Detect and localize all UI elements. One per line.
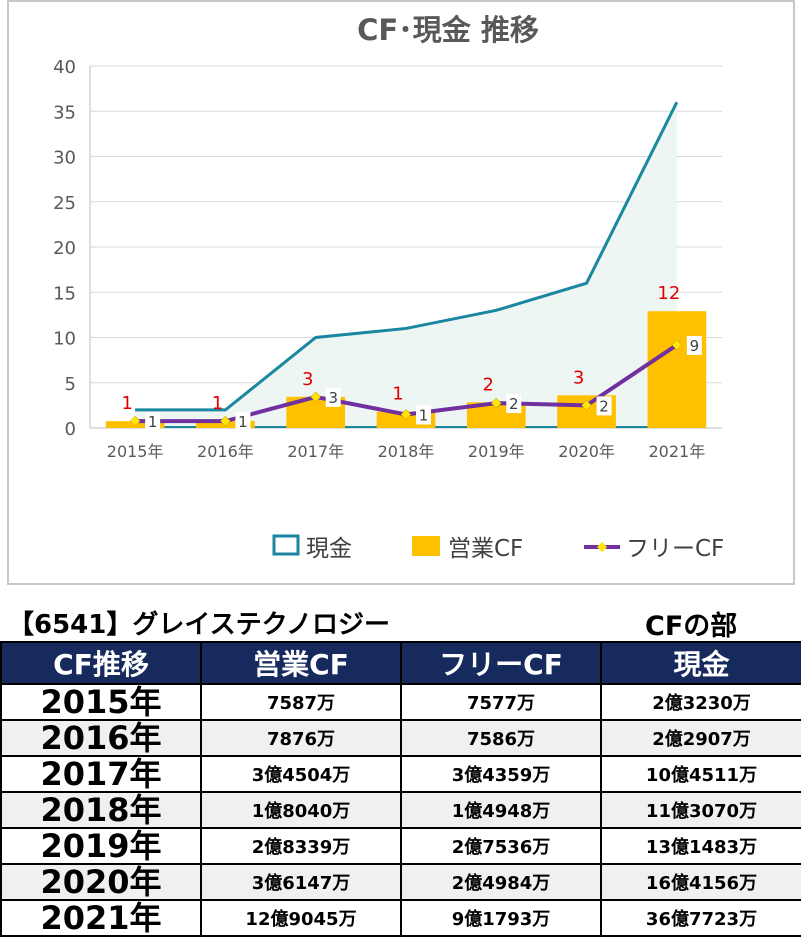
cash-cell: 36億7723万 [600,899,801,937]
table-row: 2016年 7876万 7586万 2億2907万 [0,719,801,757]
cf-table: CF推移 営業CF フリーCF 現金 2015年 7587万 7577万 2億3… [0,641,801,937]
operating-cf-cell: 3億4504万 [200,755,402,793]
cash-cell: 13億1483万 [600,827,801,865]
year-cell: 2021年 [0,899,202,937]
operating-cf-bar [647,311,707,428]
operating-cf-cell: 7587万 [200,683,402,721]
free-cf-label-bg [596,396,612,416]
free-cf-label: 2 [599,397,609,415]
operating-cf-label: 12 [657,283,680,304]
table-row: 2017年 3億4504万 3億4359万 10億4511万 [0,755,801,793]
y-tick-label: 40 [53,57,76,78]
free-cf-cell: 7586万 [400,719,602,757]
header-operating-cf: 営業CF [200,641,402,685]
cash-cell: 2億3230万 [600,683,801,721]
table-row: 2020年 3億6147万 2億4984万 16億4156万 [0,863,801,901]
operating-cf-label: 1 [212,393,223,414]
year-cell: 2020年 [0,863,202,901]
cash-cell: 10億4511万 [600,755,801,793]
free-cf-label-bg [686,335,702,355]
free-cf-marker [129,415,141,427]
free-cf-label-bg [235,412,251,432]
operating-cf-label: 3 [302,369,313,390]
operating-cf-cell: 12億9045万 [200,899,402,937]
operating-cf-cell: 3億6147万 [200,863,402,901]
chart-title: CF･現金 推移 [357,13,539,47]
free-cf-cell: 9億1793万 [400,899,602,937]
y-tick-label: 15 [53,283,76,304]
free-cf-cell: 3億4359万 [400,755,602,793]
y-tick-label: 0 [65,419,76,440]
year-cell: 2016年 [0,719,202,757]
operating-cf-cell: 7876万 [200,719,402,757]
table-row: 2021年 12億9045万 9億1793万 36億7723万 [0,899,801,937]
free-cf-marker [581,400,592,411]
table-subtitle: CFの部 [645,611,738,642]
free-cf-label-bg [145,412,161,432]
free-cf-marker [490,397,502,409]
x-tick-label: 2016年 [197,442,254,461]
y-tick-label: 5 [65,374,76,395]
y-tick-label: 10 [53,329,76,350]
legend-free-cf-marker [597,542,607,552]
year-cell: 2017年 [0,755,202,793]
legend-cash-label: 現金 [306,536,352,562]
operating-cf-label: 1 [392,384,403,405]
table-row: 2018年 1億8040万 1億4948万 11億3070万 [0,791,801,829]
y-tick-label: 20 [53,238,76,259]
cash-cell: 11億3070万 [600,791,801,829]
x-tick-label: 2015年 [107,442,164,461]
free-cf-label: 2 [509,395,519,413]
free-cf-label: 1 [419,406,429,424]
free-cf-marker [400,409,412,420]
free-cf-label-bg [416,405,431,425]
year-cell: 2019年 [0,827,202,865]
free-cf-label: 9 [690,337,700,355]
operating-cf-cell: 2億8339万 [200,827,402,865]
legend-operating-cf-label: 営業CF [448,536,523,562]
table-row: 2015年 7587万 7577万 2億3230万 [0,683,801,721]
x-tick-label: 2018年 [378,442,435,461]
operating-cf-cell: 1億8040万 [200,791,402,829]
cash-cell: 2億2907万 [600,719,801,757]
y-tick-label: 30 [53,148,76,169]
free-cf-cell: 1億4948万 [400,791,602,829]
header-cf-trend: CF推移 [0,641,202,685]
x-tick-label: 2021年 [648,442,705,461]
legend-cash-swatch [272,534,300,556]
free-cf-marker [310,391,322,403]
cash-line [135,101,679,412]
free-cf-marker [671,339,683,351]
free-cf-cell: 2億4984万 [400,863,602,901]
free-cf-label: 3 [328,389,338,407]
free-cf-cell: 7577万 [400,683,602,721]
cash-area [135,102,677,428]
year-cell: 2018年 [0,791,202,829]
x-tick-label: 2020年 [558,442,615,461]
free-cf-label: 1 [148,413,158,431]
table-row: 2019年 2億8339万 2億7536万 13億1483万 [0,827,801,865]
table-header-row: CF推移 営業CF フリーCF 現金 [0,641,801,685]
operating-cf-label: 1 [121,393,132,414]
free-cf-label: 1 [238,413,248,431]
free-cf-label-bg [325,387,341,407]
year-cell: 2015年 [0,683,202,721]
header-free-cf: フリーCF [400,641,602,685]
x-tick-label: 2017年 [287,442,344,461]
operating-cf-label: 2 [483,374,494,395]
x-tick-label: 2019年 [468,442,525,461]
table-title: 【6541】グレイステクノロジー [8,610,391,640]
header-cash: 現金 [600,641,801,685]
free-cf-label-bg [506,394,522,414]
free-cf-cell: 2億7536万 [400,827,602,865]
free-cf-marker [220,415,231,427]
cash-cell: 16億4156万 [600,863,801,901]
operating-cf-label: 3 [573,367,584,388]
y-tick-label: 35 [53,102,76,123]
y-tick-label: 25 [53,193,76,214]
legend-operating-cf-swatch [412,536,440,556]
legend-free-cf-label: フリーCF [626,536,724,562]
